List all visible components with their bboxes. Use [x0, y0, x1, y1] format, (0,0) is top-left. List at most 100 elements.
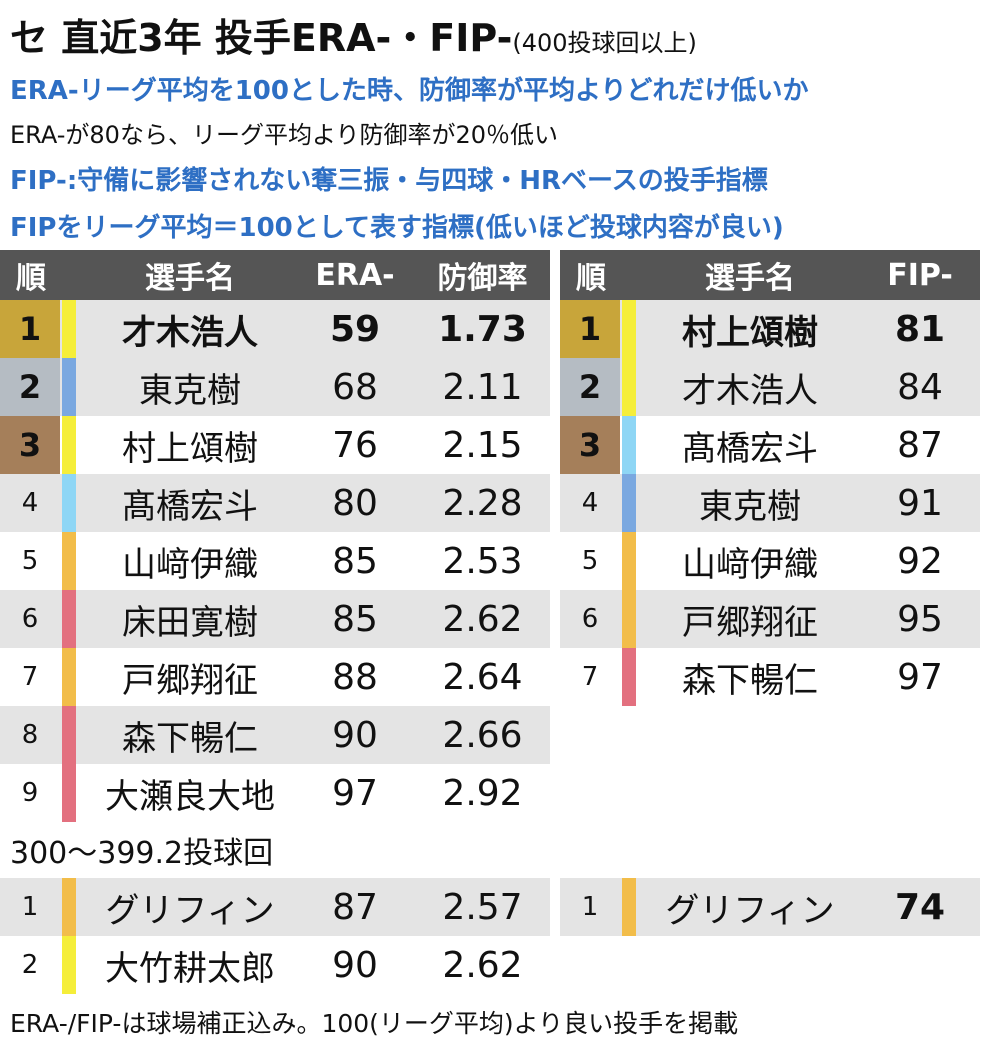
table-row: 4 髙橋宏斗 80 2.28 — [0, 474, 550, 532]
rank-badge: 3 — [560, 416, 620, 474]
desc-line-1: ERA-リーグ平均を100とした時、防御率が平均よりどれだけ低いか — [10, 76, 809, 106]
era-minus-value: 90 — [332, 944, 378, 986]
table-row: 2 大竹耕太郎 90 2.62 — [0, 936, 550, 994]
desc-line-2: ERA-が80なら、リーグ平均より防御率が20％低い — [10, 121, 559, 149]
rank-label: 1 — [21, 892, 39, 922]
team-color-bar — [622, 474, 636, 532]
player-name: グリフィン — [105, 890, 275, 931]
fip-minus-value: 97 — [897, 656, 943, 698]
rank-label: 6 — [21, 604, 39, 634]
team-color-bar — [62, 878, 76, 936]
era-value: 2.92 — [442, 772, 523, 814]
team-color-bar — [62, 648, 76, 706]
table-row: 4 東克樹 91 — [560, 474, 980, 532]
rank-label: 4 — [581, 488, 599, 518]
team-color-bar — [62, 358, 76, 416]
rank-label: 4 — [21, 488, 39, 518]
rank-label: 8 — [21, 720, 39, 750]
player-name: 才木浩人 — [122, 312, 258, 353]
table-row: 7 戸郷翔征 88 2.64 — [0, 648, 550, 706]
player-name: 山﨑伊織 — [122, 544, 258, 585]
fip-minus-value: 91 — [897, 482, 943, 524]
rank-label: 7 — [581, 662, 599, 692]
table-row: 1 グリフィン 87 2.57 — [0, 878, 550, 936]
header-name: 選手名 — [145, 261, 235, 296]
player-name: 東克樹 — [699, 486, 801, 527]
fip-minus-value: 95 — [897, 598, 943, 640]
table-row: 5 山﨑伊織 92 — [560, 532, 980, 590]
rank-label: 7 — [21, 662, 39, 692]
title-main: セ 直近3年 投手ERA-・FIP- — [10, 16, 513, 60]
team-color-bar — [62, 706, 76, 764]
era-value: 2.57 — [442, 886, 523, 928]
rank-label: 9 — [21, 778, 39, 808]
fip-minus-value: 92 — [897, 540, 943, 582]
player-name: 戸郷翔征 — [122, 660, 258, 701]
player-name: 山﨑伊織 — [682, 544, 818, 585]
player-name: 床田寛樹 — [122, 602, 258, 643]
player-name: 髙橋宏斗 — [682, 428, 818, 469]
team-color-bar — [62, 764, 76, 822]
player-name: 村上頌樹 — [122, 428, 258, 469]
player-name: 森下暢仁 — [122, 718, 258, 759]
player-name: 才木浩人 — [682, 370, 818, 411]
header-rank: 順 — [16, 261, 46, 296]
player-name: 髙橋宏斗 — [122, 486, 258, 527]
era-minus-value: 68 — [332, 366, 378, 408]
fip-minus-value: 81 — [894, 308, 946, 350]
rank-badge: 2 — [0, 358, 60, 416]
rank-label: 5 — [581, 546, 599, 576]
table-row: 7 森下暢仁 97 — [560, 648, 980, 706]
header-rank: 順 — [576, 261, 606, 296]
fip-minus-value: 84 — [897, 366, 943, 408]
fip-table-header: 順 選手名 FIP- — [560, 250, 980, 300]
footer-note: ERA-/FIP-は球場補正込み。100(リーグ平均)より良い投手を掲載 — [10, 1009, 739, 1038]
player-name: 東克樹 — [139, 370, 241, 411]
era-value: 2.62 — [442, 598, 523, 640]
era-value: 2.15 — [442, 424, 523, 466]
table-row: 1 村上頌樹 81 — [560, 300, 980, 358]
era-value: 2.62 — [442, 944, 523, 986]
era-minus-value: 85 — [332, 540, 378, 582]
rank-label: 2 — [21, 950, 39, 980]
rank-badge: 3 — [0, 416, 60, 474]
desc-line-4: FIPをリーグ平均＝100として表す指標(低いほど投球内容が良い) — [10, 213, 784, 243]
table-row: 8 森下暢仁 90 2.66 — [0, 706, 550, 764]
era-minus-value: 76 — [332, 424, 378, 466]
team-color-bar — [622, 300, 636, 358]
team-color-bar — [622, 416, 636, 474]
header-fip-minus: FIP- — [887, 257, 953, 293]
table-row: 3 髙橋宏斗 87 — [560, 416, 980, 474]
sub-section-label: 300〜399.2投球回 — [10, 836, 274, 871]
team-color-bar — [622, 590, 636, 648]
player-name: 大竹耕太郎 — [105, 948, 275, 989]
team-color-bar — [62, 936, 76, 994]
rank-badge: 2 — [560, 358, 620, 416]
player-name: 森下暢仁 — [682, 660, 818, 701]
rank-label: 6 — [581, 604, 599, 634]
page-title: セ 直近3年 投手ERA-・FIP-(400投球回以上) — [10, 10, 697, 66]
team-color-bar — [622, 358, 636, 416]
table-row: 1 グリフィン 74 — [560, 878, 980, 936]
desc-line-3: FIP-:守備に影響されない奪三振・与四球・HRベースの投手指標 — [10, 166, 768, 196]
team-color-bar — [62, 474, 76, 532]
rank-label: 5 — [21, 546, 39, 576]
player-name: グリフィン — [665, 890, 835, 931]
team-color-bar — [62, 532, 76, 590]
rank-label: 1 — [581, 892, 599, 922]
fip-minus-value: 87 — [897, 424, 943, 466]
era-minus-value: 90 — [332, 714, 378, 756]
table-row: 1 才木浩人 59 1.73 — [0, 300, 550, 358]
era-table-header: 順 選手名 ERA- 防御率 — [0, 250, 550, 300]
header-era: 防御率 — [437, 261, 528, 296]
title-sub: (400投球回以上) — [512, 29, 697, 57]
table-row: 6 戸郷翔征 95 — [560, 590, 980, 648]
player-name: 大瀬良大地 — [105, 776, 275, 817]
era-value: 2.66 — [442, 714, 523, 756]
era-minus-value: 85 — [332, 598, 378, 640]
table-row: 2 東克樹 68 2.11 — [0, 358, 550, 416]
era-minus-value: 97 — [332, 772, 378, 814]
era-minus-value: 88 — [332, 656, 378, 698]
team-color-bar — [622, 648, 636, 706]
team-color-bar — [62, 416, 76, 474]
